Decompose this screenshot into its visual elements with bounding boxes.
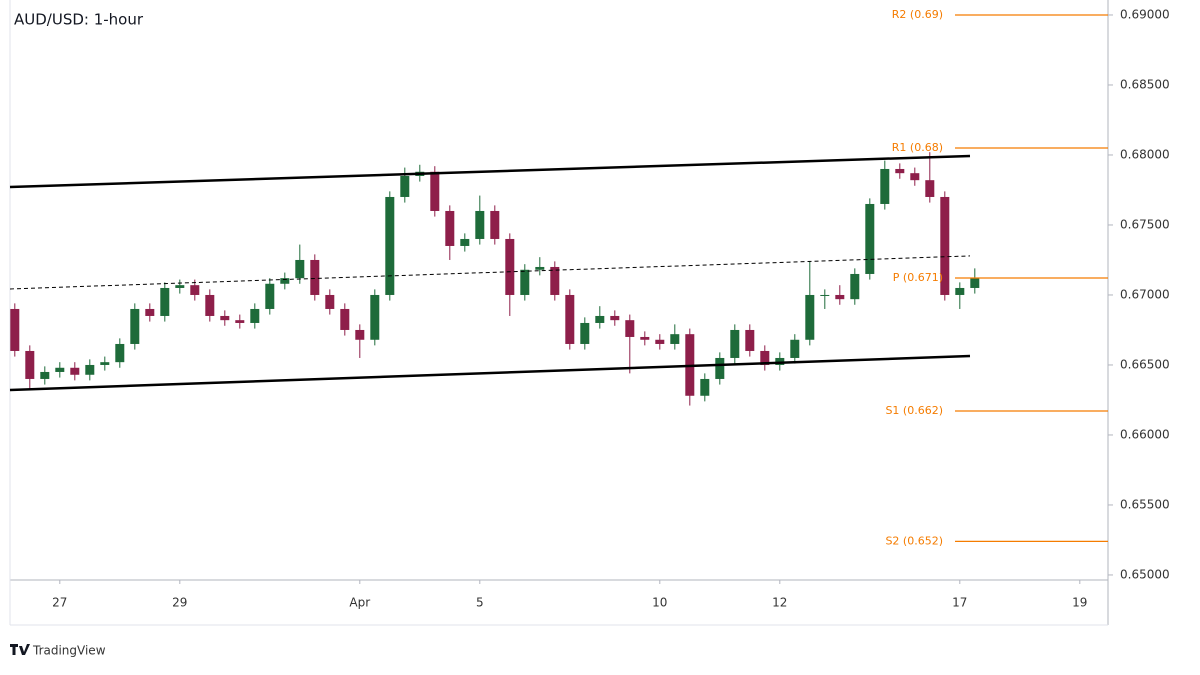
candle-body bbox=[130, 308, 140, 344]
candle-body bbox=[445, 210, 455, 246]
candle-body bbox=[835, 294, 845, 300]
candle-body bbox=[460, 238, 470, 246]
candle-body bbox=[970, 278, 980, 288]
x-tick-label: 10 bbox=[652, 596, 667, 610]
y-tick-label: 0.65000 bbox=[1120, 567, 1170, 581]
candle-body bbox=[430, 171, 440, 211]
candle-body bbox=[505, 238, 515, 295]
y-tick-label: 0.66500 bbox=[1120, 357, 1170, 371]
candle-body bbox=[355, 329, 365, 340]
candle-body bbox=[640, 336, 650, 340]
y-tick-label: 0.67000 bbox=[1120, 287, 1170, 301]
candle-body bbox=[595, 315, 605, 323]
brand-name: TradingView bbox=[32, 644, 106, 658]
candle-body bbox=[550, 266, 560, 295]
pivot-label: R1 (0.68) bbox=[892, 141, 943, 154]
trendline bbox=[9, 255, 971, 290]
candle-body bbox=[895, 168, 905, 174]
candle-body bbox=[670, 334, 680, 344]
candle-body bbox=[880, 168, 890, 204]
x-tick-label: 12 bbox=[772, 596, 787, 610]
candle-body bbox=[820, 294, 830, 296]
y-tick-label: 0.69000 bbox=[1120, 7, 1170, 21]
y-tick-label: 0.67500 bbox=[1120, 217, 1170, 231]
y-tick-label: 0.65500 bbox=[1120, 497, 1170, 511]
candle-body bbox=[655, 339, 665, 344]
candle-body bbox=[325, 294, 335, 309]
pivot-label: S2 (0.652) bbox=[885, 534, 943, 547]
candle-body bbox=[580, 322, 590, 344]
candle-body bbox=[370, 294, 380, 340]
x-tick-label: 29 bbox=[172, 596, 187, 610]
pivot-label: R2 (0.69) bbox=[892, 8, 943, 21]
y-tick-label: 0.66000 bbox=[1120, 427, 1170, 441]
candle-body bbox=[205, 294, 215, 316]
pivot-label: P (0.671) bbox=[893, 271, 943, 284]
candle-body bbox=[775, 357, 785, 365]
candle-body bbox=[190, 285, 200, 295]
chart-title: AUD/USD: 1-hour bbox=[14, 11, 144, 29]
candle-body bbox=[160, 287, 170, 316]
candle-body bbox=[145, 308, 155, 316]
brand-logo bbox=[10, 644, 30, 655]
candle-body bbox=[910, 173, 920, 181]
x-tick-label: 17 bbox=[952, 596, 967, 610]
candle-body bbox=[850, 273, 860, 300]
trendline bbox=[9, 154, 971, 189]
candle-body bbox=[745, 329, 755, 351]
x-tick-label: 27 bbox=[52, 596, 67, 610]
candle-body bbox=[715, 357, 725, 379]
candle-body bbox=[340, 308, 350, 330]
candle-body bbox=[400, 175, 410, 197]
candle-body bbox=[40, 371, 50, 379]
candle-body bbox=[925, 180, 935, 197]
candle-body bbox=[100, 362, 110, 365]
candle-body bbox=[55, 367, 65, 372]
candle-body bbox=[265, 283, 275, 309]
candle-body bbox=[610, 315, 620, 321]
candle-body bbox=[790, 339, 800, 358]
candle-body bbox=[10, 308, 20, 351]
candle-body bbox=[220, 315, 230, 321]
candle-body bbox=[235, 320, 245, 323]
candle-body bbox=[760, 350, 770, 365]
candle-body bbox=[865, 203, 875, 274]
candle-body bbox=[490, 210, 500, 239]
candle-body bbox=[385, 196, 395, 295]
candle-body bbox=[175, 285, 185, 288]
candle-body bbox=[700, 378, 710, 396]
y-tick-label: 0.68000 bbox=[1120, 147, 1170, 161]
candle-body bbox=[280, 278, 290, 284]
candle-body bbox=[805, 294, 815, 340]
candle-body bbox=[475, 210, 485, 239]
x-tick-label: Apr bbox=[349, 596, 370, 610]
candle-body bbox=[70, 367, 80, 375]
candle-body bbox=[250, 308, 260, 323]
candle-body bbox=[625, 320, 635, 337]
pivot-label: S1 (0.662) bbox=[885, 404, 943, 417]
candle-body bbox=[520, 269, 530, 295]
x-tick-label: 19 bbox=[1072, 596, 1087, 610]
candle-body bbox=[25, 350, 35, 379]
candle-body bbox=[535, 266, 545, 270]
candle-body bbox=[310, 259, 320, 295]
candle-body bbox=[85, 364, 95, 375]
candle-body bbox=[565, 294, 575, 344]
candle-body bbox=[730, 329, 740, 358]
x-tick-label: 5 bbox=[476, 596, 484, 610]
trendline bbox=[9, 354, 971, 392]
candle-body bbox=[955, 287, 965, 295]
y-tick-label: 0.68500 bbox=[1120, 77, 1170, 91]
candle-body bbox=[940, 196, 950, 295]
candle-body bbox=[115, 343, 125, 363]
candle-body bbox=[295, 259, 305, 279]
